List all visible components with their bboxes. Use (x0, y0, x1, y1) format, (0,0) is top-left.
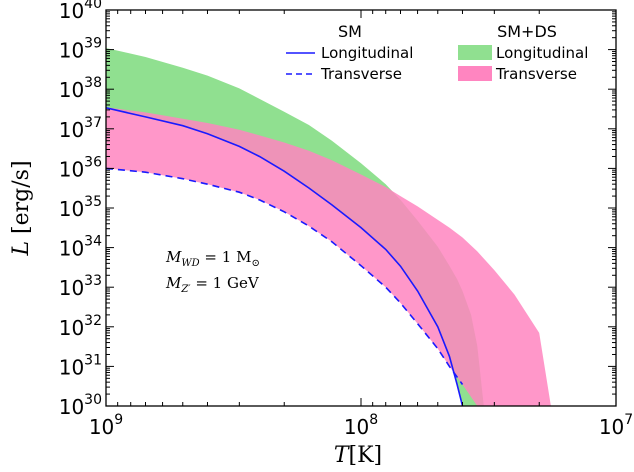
legend-sm-transverse-label: Transverse (320, 65, 402, 83)
tick-labels-layer: 1030 1031 1032 1033 1034 1035 1036 1037 1038 1039… (59, 0, 633, 439)
y-tick-label: 1036 (59, 154, 102, 181)
y-tick-label: 1040 (59, 0, 102, 23)
legend-smds-longitudinal-swatch (458, 45, 492, 60)
legend-sm-title: SM (338, 22, 362, 41)
y-axis-label: L [erg/s] (9, 160, 34, 256)
annotation-mzp: MZ′ = 1 GeV (165, 274, 260, 295)
annotation-mwd: MWD = 1 M⊙ (165, 248, 260, 269)
legend-smds-longitudinal-label: Longitudinal (496, 44, 588, 62)
bands-layer (106, 48, 551, 406)
x-axis-label: T[K] (334, 443, 382, 468)
x-tick-label: 107 (599, 412, 633, 439)
x-tick-label: 108 (344, 412, 378, 439)
y-tick-label: 1033 (59, 273, 102, 300)
x-tick-label: 109 (89, 412, 123, 439)
legend-sm-longitudinal-label: Longitudinal (321, 44, 413, 62)
y-tick-label: 1032 (59, 313, 102, 340)
y-tick-label: 1034 (59, 234, 102, 261)
y-tick-label: 1035 (59, 194, 102, 221)
line-transverse-sm (106, 167, 464, 385)
y-tick-label: 1030 (59, 392, 102, 419)
y-tick-label: 1038 (59, 75, 102, 102)
line-longitudinal-sm (106, 107, 464, 406)
legend-smds-transverse-label: Transverse (495, 65, 577, 83)
legend-smds-transverse-swatch (458, 66, 492, 81)
legend-smds-title: SM+DS (497, 22, 557, 41)
ticks-layer (105, 9, 617, 407)
lines-layer (106, 107, 464, 406)
legend: SM SM+DS Longitudinal Transverse Longitu… (286, 22, 588, 83)
y-tick-label: 1031 (59, 352, 102, 379)
y-tick-label: 1039 (59, 36, 102, 63)
annotation: MWD = 1 M⊙ MZ′ = 1 GeV (165, 248, 260, 295)
y-tick-label: 1037 (59, 115, 102, 142)
